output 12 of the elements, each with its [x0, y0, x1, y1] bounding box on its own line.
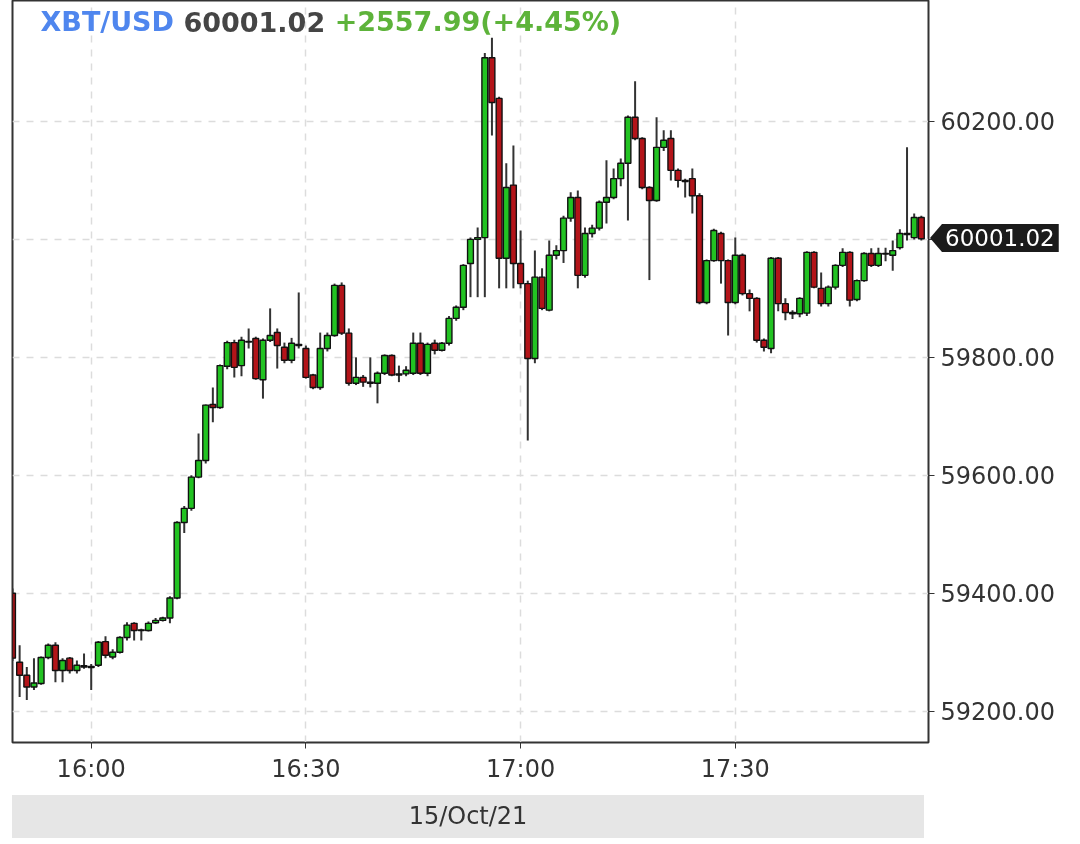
- chart-title: XBT/USD 60001.02 +2557.99(+4.45%): [40, 6, 622, 38]
- x-tick-label: 17:30: [700, 754, 770, 783]
- x-axis-title: 15/Oct/21: [408, 801, 528, 832]
- x-tick-label: 16:00: [56, 754, 126, 783]
- y-tick-label: 59400.00: [940, 580, 1056, 609]
- x-tick-label: 16:30: [271, 754, 341, 783]
- y-tick-label: 59200.00: [940, 698, 1056, 727]
- y-tick-label: 59800.00: [940, 344, 1056, 373]
- x-tick-label: 17:00: [486, 754, 556, 783]
- text: 60001.02: [930, 224, 1059, 252]
- y-tick-label: 60200.00: [940, 108, 1056, 137]
- y-tick-label: 59600.00: [940, 462, 1056, 491]
